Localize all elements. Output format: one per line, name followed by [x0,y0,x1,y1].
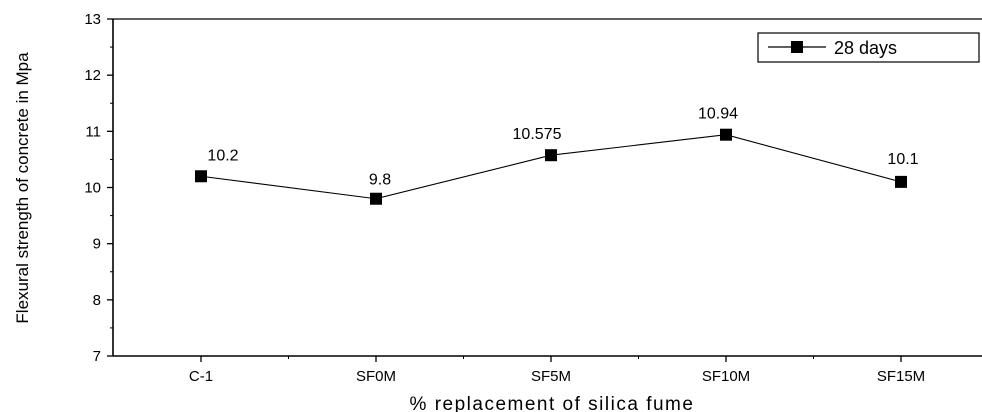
x-tick-label: SF0M [356,368,396,385]
data-point-marker [720,128,732,141]
data-label: 10.1 [887,151,918,168]
y-tick-label: 11 [85,123,101,140]
data-label: 9.8 [369,172,391,189]
plot-frame [112,18,982,357]
series-line [200,134,902,200]
y-tick-label: 13 [84,11,101,28]
x-tick-label: SF10M [702,368,750,385]
data-point-marker [195,170,207,183]
data-point-marker [895,175,907,188]
y-tick-label: 10 [84,180,101,197]
data-label: 10.94 [698,106,738,123]
y-axis-title: Flexural strength of concrete in Mpa [13,52,32,324]
legend-marker-sample [791,41,803,53]
x-axis-ticks: C-1 SF0M SF5M SF10M SF15M [189,356,925,385]
x-axis-title: % replacement of silica fume [410,394,695,412]
legend: 28 days [757,32,980,63]
x-tick-label: SF5M [531,368,571,385]
y-tick-label: 8 [93,292,101,309]
y-tick-label: 9 [93,236,101,253]
legend-label: 28 days [834,38,897,58]
x-tick-label: C-1 [189,368,213,385]
y-axis-ticks: 7 8 9 10 11 12 13 [84,11,113,365]
x-tick-label: SF15M [877,368,925,385]
data-point-marker [545,149,557,162]
data-labels: 10.2 9.8 10.575 10.94 10.1 [207,106,918,189]
data-label: 10.575 [513,126,562,143]
series-28-days [195,128,907,205]
data-label: 10.2 [207,147,238,164]
y-tick-label: 7 [93,348,101,365]
data-point-marker [370,192,382,205]
y-tick-label: 12 [84,67,101,84]
